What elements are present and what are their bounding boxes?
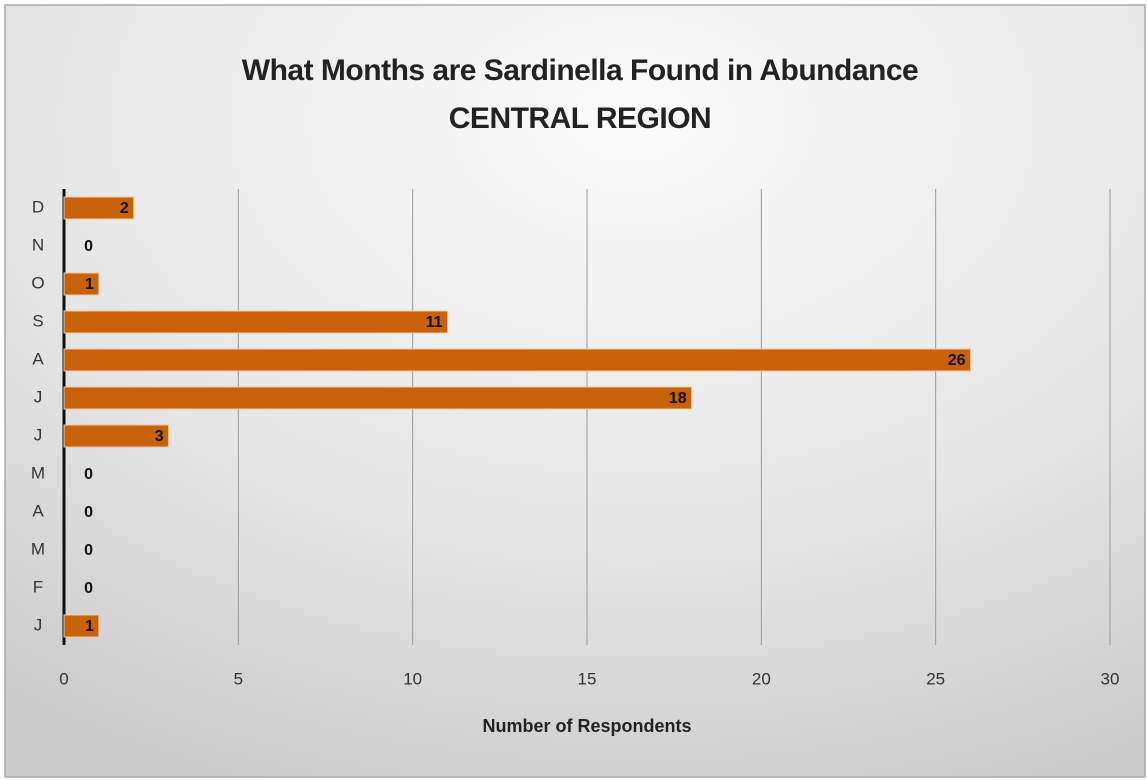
data-label: 11	[426, 314, 443, 331]
data-label: 2	[120, 200, 129, 217]
x-axis-label: Number of Respondents	[482, 716, 691, 736]
y-tick-label: S	[32, 311, 43, 330]
bar	[63, 310, 449, 334]
y-tick-label: M	[31, 539, 45, 558]
y-tick-label: F	[33, 577, 43, 596]
data-label: 0	[84, 542, 93, 559]
y-tick-label: D	[32, 197, 44, 216]
y-tick-label: J	[34, 615, 43, 634]
x-tick-label: 10	[403, 669, 422, 688]
x-tick-label: 5	[234, 669, 243, 688]
y-tick-label: N	[32, 235, 44, 254]
bar	[63, 196, 135, 220]
y-tick-label: M	[31, 463, 45, 482]
data-label: 0	[84, 238, 93, 255]
bar	[63, 424, 170, 448]
y-tick-label: O	[31, 273, 44, 292]
y-tick-label: J	[34, 425, 43, 444]
x-tick-label: 30	[1101, 669, 1120, 688]
x-tick-label: 0	[59, 669, 68, 688]
y-tick-label: A	[32, 501, 44, 520]
data-label: 18	[669, 390, 687, 407]
bar	[63, 386, 693, 410]
y-tick-label: A	[32, 349, 44, 368]
chart-title: What Months are Sardinella Found in Abun…	[242, 54, 918, 87]
bar	[63, 348, 972, 372]
data-label: 0	[84, 504, 93, 521]
x-tick-label: 20	[752, 669, 771, 688]
y-tick-label: J	[34, 387, 43, 406]
bar	[63, 614, 100, 638]
x-tick-label: 25	[926, 669, 945, 688]
data-label: 3	[155, 428, 164, 445]
x-tick-label: 15	[578, 669, 597, 688]
data-label: 0	[84, 580, 93, 597]
data-label: 1	[85, 618, 94, 635]
bar	[63, 272, 100, 296]
data-label: 26	[948, 352, 966, 369]
data-label: 1	[85, 276, 94, 293]
data-label: 0	[84, 466, 93, 483]
chart-subtitle: CENTRAL REGION	[449, 102, 711, 135]
